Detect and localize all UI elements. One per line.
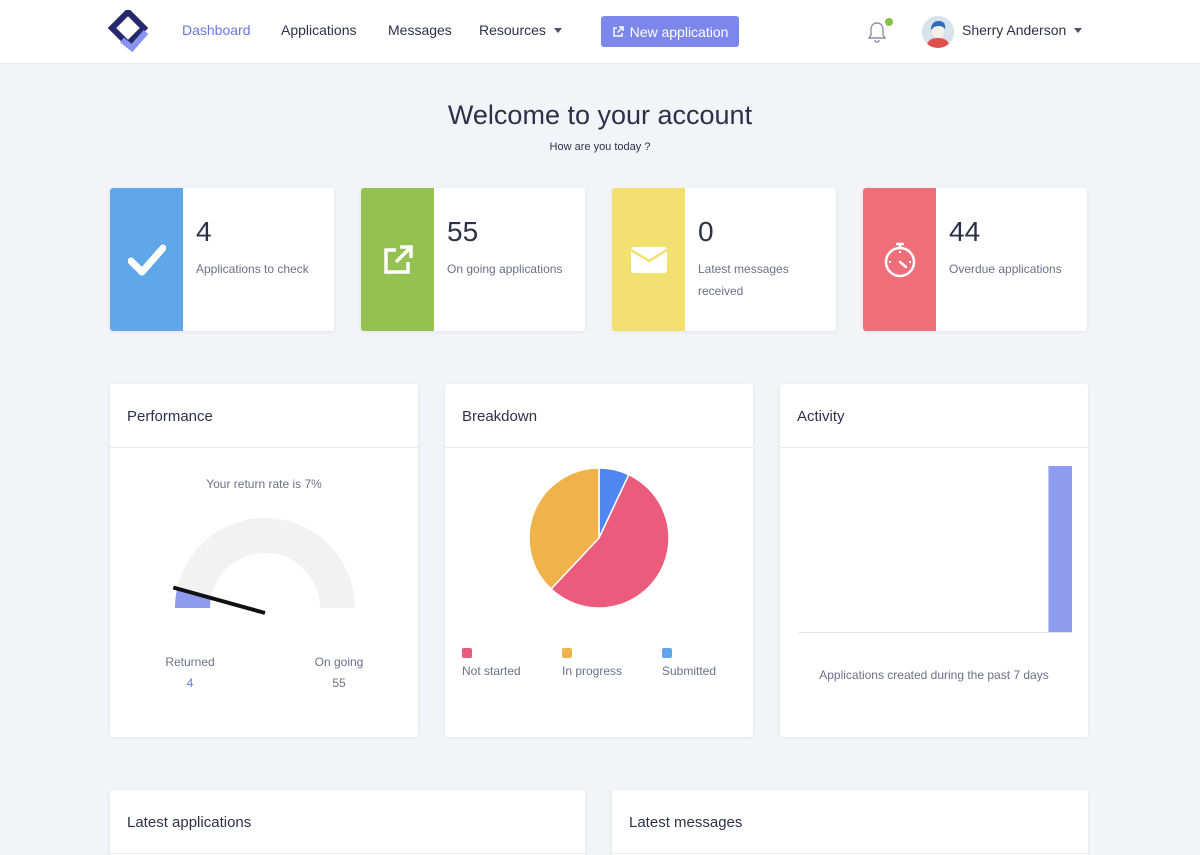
logo-icon[interactable] [108,10,154,54]
notification-dot [885,18,893,26]
avatar[interactable] [922,16,954,48]
stat-icon-box [863,188,936,331]
chevron-down-icon [553,27,562,33]
envelope-icon [630,246,667,273]
activity-bar[interactable] [1048,466,1072,632]
performance-panel: Performance Your return rate is 7% Retur… [110,384,418,737]
chevron-down-icon [1074,27,1083,33]
nav-item-applications[interactable]: Applications [281,22,357,38]
nav-item-dashboard[interactable]: Dashboard [182,22,251,38]
legend-swatch [662,648,672,658]
panel-title: Performance [110,384,418,448]
top-navbar: Dashboard Applications Messages Resource… [0,0,1200,64]
legend-item-in-progress: In progress [562,648,622,678]
legend-label: Not started [462,664,521,678]
returned-label: Returned [165,655,215,669]
stat-icon-box [361,188,434,331]
page-title: Welcome to your account [447,100,753,130]
activity-caption: Applications created during the past 7 d… [819,668,1049,682]
external-link-icon [383,244,413,274]
legend-swatch [462,648,472,658]
panel-title: Latest applications [110,790,585,854]
new-application-label: New application [629,23,729,40]
nav-item-resources-label: Resources [479,22,546,38]
panel-title: Breakdown [445,384,753,448]
gauge-track [175,518,355,608]
legend-label: In progress [562,664,623,678]
stat-icon-box [612,188,685,331]
stat-value: 44 [949,216,981,247]
latest-applications-panel: Latest applications [110,790,585,855]
stat-value: 0 [698,216,714,247]
stat-value: 55 [447,216,479,247]
pie-slice-not-started[interactable] [550,473,670,609]
checkmark-icon [127,244,166,275]
user-menu[interactable]: Sherry Anderson [962,22,1083,38]
page-subtitle: How are you today ? [549,141,651,153]
nav-item-resources[interactable]: Resources [479,22,562,38]
stat-label: Overdue applications [949,262,1062,276]
avatar-icon [922,16,954,48]
activity-bar-chart [798,466,1072,633]
external-link-icon [612,25,624,37]
return-rate-caption: Your return rate is 7% [206,477,322,491]
stat-card-messages[interactable]: 0 Latest messages received [612,188,836,331]
stat-label: Latest messages received [698,262,789,298]
nav-item-messages[interactable]: Messages [388,22,452,38]
panel-title: Latest messages [612,790,1088,854]
activity-panel: Activity Applications created during the… [780,384,1088,737]
stat-label: Applications to check [196,262,309,276]
bell-icon[interactable] [866,20,888,44]
pie-slice-in-progress[interactable] [528,467,600,591]
new-application-button[interactable]: New application [601,16,739,47]
gauge-needle [172,585,266,615]
stat-card-to-check[interactable]: 4 Applications to check [110,188,334,331]
returned-value: 4 [186,676,194,690]
stat-value: 4 [196,216,212,247]
gauge-fill [175,588,212,608]
stat-label: On going applications [447,262,563,276]
legend-label: Submitted [662,664,717,678]
panel-title: Activity [780,384,1088,448]
latest-messages-panel: Latest messages [612,790,1088,855]
legend-item-not-started: Not started [462,648,521,678]
breakdown-panel: Breakdown Not started In progress Submit… [445,384,753,737]
ongoing-label: On going [314,655,364,669]
user-name-label: Sherry Anderson [962,22,1067,38]
legend-swatch [562,648,572,658]
return-rate-gauge [172,518,355,615]
stat-icon-box [110,188,183,331]
breakdown-pie-chart [528,467,670,609]
stat-card-overdue[interactable]: 44 Overdue applications [863,188,1087,331]
stopwatch-icon [884,242,915,277]
stat-card-ongoing[interactable]: 55 On going applications [361,188,585,331]
legend-item-submitted: Submitted [662,648,716,678]
ongoing-value: 55 [332,676,346,690]
